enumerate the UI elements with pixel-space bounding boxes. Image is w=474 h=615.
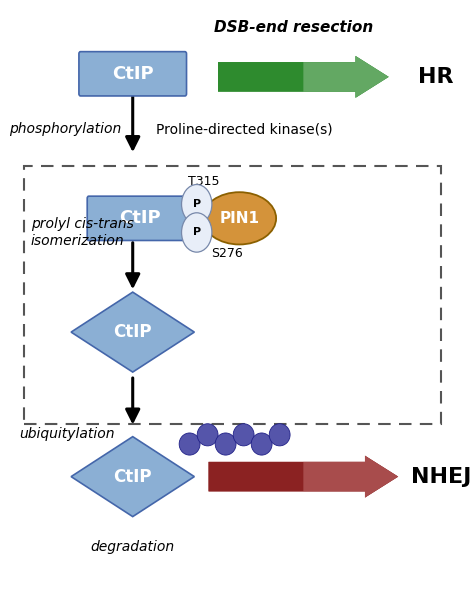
Text: P: P: [192, 228, 201, 237]
FancyArrow shape: [303, 56, 389, 98]
Text: S276: S276: [211, 247, 243, 260]
Text: CtIP: CtIP: [112, 65, 154, 83]
Text: CtIP: CtIP: [119, 209, 161, 228]
FancyArrow shape: [303, 456, 398, 498]
Text: NHEJ: NHEJ: [410, 467, 471, 486]
Text: CtIP: CtIP: [113, 467, 152, 486]
Ellipse shape: [182, 184, 212, 224]
Text: degradation: degradation: [91, 541, 175, 554]
Ellipse shape: [202, 192, 276, 244]
Text: Proline-directed kinase(s): Proline-directed kinase(s): [156, 122, 333, 136]
FancyBboxPatch shape: [79, 52, 187, 96]
Ellipse shape: [182, 213, 212, 252]
Ellipse shape: [197, 424, 218, 446]
Ellipse shape: [233, 424, 254, 446]
Ellipse shape: [269, 424, 290, 446]
Text: T315: T315: [188, 175, 219, 188]
Text: isomerization: isomerization: [31, 234, 125, 248]
Polygon shape: [71, 437, 194, 517]
Text: P: P: [192, 199, 201, 209]
FancyArrow shape: [209, 456, 398, 498]
FancyArrow shape: [209, 456, 398, 498]
Ellipse shape: [215, 433, 236, 455]
Ellipse shape: [179, 433, 200, 455]
Text: DSB-end resection: DSB-end resection: [214, 20, 374, 35]
Text: CtIP: CtIP: [113, 323, 152, 341]
FancyBboxPatch shape: [87, 196, 192, 240]
Text: ubiquitylation: ubiquitylation: [19, 427, 114, 440]
FancyArrow shape: [218, 56, 389, 98]
Text: HR: HR: [419, 67, 454, 87]
Polygon shape: [71, 292, 194, 372]
Text: phosphorylation: phosphorylation: [9, 122, 122, 136]
Ellipse shape: [251, 433, 272, 455]
FancyArrow shape: [218, 56, 389, 98]
Bar: [24, 166, 441, 424]
Text: prolyl cis-trans: prolyl cis-trans: [31, 218, 134, 231]
Text: PIN1: PIN1: [219, 211, 259, 226]
